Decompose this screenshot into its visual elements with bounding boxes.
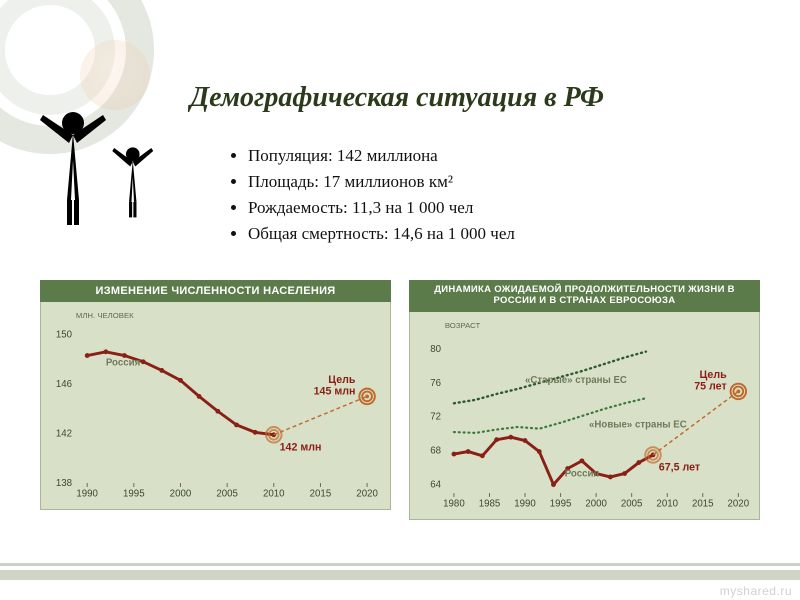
page-title: Демографическая ситуация в РФ: [190, 82, 604, 114]
svg-text:76: 76: [430, 378, 441, 389]
svg-text:75 лет: 75 лет: [694, 380, 726, 392]
svg-text:138: 138: [56, 478, 72, 489]
svg-text:142: 142: [56, 428, 72, 439]
svg-text:2000: 2000: [170, 489, 192, 500]
bullet-item: Популяция: 142 миллиона: [248, 146, 710, 166]
bullet-item: Рождаемость: 11,3 на 1 000 чел: [248, 198, 710, 218]
chart-header: ИЗМЕНЕНИЕ ЧИСЛЕННОСТИ НАСЕЛЕНИЯ: [40, 280, 391, 302]
svg-text:2005: 2005: [621, 498, 643, 509]
population-plot: МЛН. ЧЕЛОВЕК 138 142 146 150 1990 1995 2000 2005…: [41, 302, 390, 509]
svg-text:Россия: Россия: [565, 468, 599, 479]
svg-text:Цель: Цель: [328, 374, 356, 386]
chart-header: ДИНАМИКА ОЖИДАЕМОЙ ПРОДОЛЖИТЕЛЬНОСТИ ЖИЗ…: [409, 280, 760, 312]
svg-text:1980: 1980: [443, 498, 465, 509]
svg-text:1985: 1985: [479, 498, 501, 509]
life-expectancy-plot: ВОЗРАСТ 64 68 72 76 80 1980 1985 1990 1995 2000 200…: [410, 312, 759, 519]
bullet-list: Популяция: 142 миллиона Площадь: 17 милл…: [230, 140, 710, 250]
svg-text:1990: 1990: [514, 498, 536, 509]
svg-text:2020: 2020: [356, 489, 378, 500]
watermark: myshared.ru: [720, 584, 792, 598]
svg-text:МЛН. ЧЕЛОВЕК: МЛН. ЧЕЛОВЕК: [76, 311, 134, 320]
svg-text:1995: 1995: [550, 498, 572, 509]
svg-text:1995: 1995: [123, 489, 145, 500]
svg-text:67,5 лет: 67,5 лет: [659, 461, 700, 473]
svg-text:«Новые» страны ЕС: «Новые» страны ЕС: [589, 419, 687, 430]
svg-text:ВОЗРАСТ: ВОЗРАСТ: [445, 321, 481, 330]
svg-text:68: 68: [430, 445, 441, 456]
life-expectancy-chart: ДИНАМИКА ОЖИДАЕМОЙ ПРОДОЛЖИТЕЛЬНОСТИ ЖИЗ…: [409, 280, 760, 520]
svg-text:2010: 2010: [656, 498, 678, 509]
svg-text:142 млн: 142 млн: [280, 441, 322, 453]
svg-text:2020: 2020: [728, 498, 750, 509]
svg-text:«Старые» страны ЕС: «Старые» страны ЕС: [525, 375, 627, 386]
decor-disc: [80, 40, 150, 110]
svg-text:72: 72: [430, 412, 441, 423]
svg-text:2005: 2005: [216, 489, 238, 500]
svg-text:2010: 2010: [263, 489, 285, 500]
bullet-item: Общая смертность: 14,6 на 1 000 чел: [248, 224, 710, 244]
svg-text:145 млн: 145 млн: [314, 385, 356, 397]
svg-text:1990: 1990: [76, 489, 98, 500]
svg-text:2015: 2015: [692, 498, 714, 509]
population-chart: ИЗМЕНЕНИЕ ЧИСЛЕННОСТИ НАСЕЛЕНИЯ МЛН. ЧЕЛ…: [40, 280, 391, 520]
footer-bar: [0, 570, 800, 580]
footer-bar: [0, 563, 800, 566]
svg-text:150: 150: [56, 329, 73, 340]
svg-text:2000: 2000: [585, 498, 607, 509]
svg-text:146: 146: [56, 379, 72, 390]
svg-text:Цель: Цель: [700, 369, 728, 381]
svg-text:80: 80: [430, 344, 441, 355]
svg-text:Россия: Россия: [106, 357, 140, 368]
bullet-item: Площадь: 17 миллионов км²: [248, 172, 710, 192]
silhouette-figures: [25, 105, 165, 230]
svg-text:2015: 2015: [310, 489, 332, 500]
svg-text:64: 64: [430, 479, 441, 490]
